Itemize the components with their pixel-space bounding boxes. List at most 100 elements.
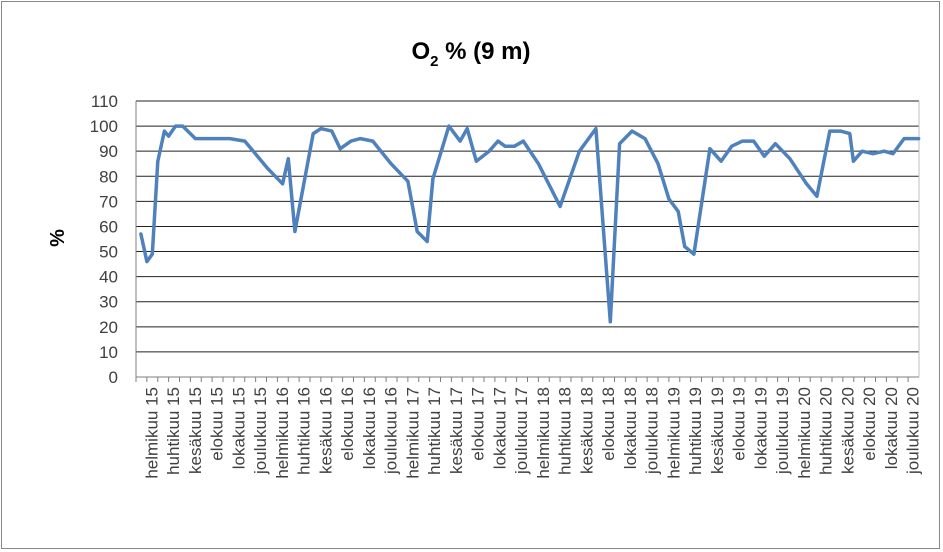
x-tick-label: elokuu 15 bbox=[208, 387, 227, 461]
data-point bbox=[371, 139, 375, 143]
x-tick-label: kesäkuu 16 bbox=[316, 387, 335, 474]
data-point bbox=[667, 197, 671, 201]
data-point bbox=[891, 152, 895, 156]
x-tick-label: helmikuu 20 bbox=[795, 387, 814, 479]
y-tick-label: 20 bbox=[99, 318, 118, 337]
x-tick-label: kesäkuu 19 bbox=[708, 387, 727, 474]
x-tick-label: huhtikuu 17 bbox=[425, 387, 444, 475]
gridlines bbox=[135, 100, 920, 378]
x-tick-label: lokakuu 16 bbox=[360, 387, 379, 469]
data-point bbox=[338, 147, 342, 151]
data-point bbox=[828, 129, 832, 133]
data-point bbox=[805, 182, 808, 186]
data-point bbox=[162, 129, 166, 133]
data-point bbox=[243, 139, 247, 143]
data-point bbox=[676, 209, 680, 213]
data-point bbox=[871, 152, 875, 156]
x-tick-label: elokuu 17 bbox=[469, 387, 488, 461]
data-point bbox=[415, 230, 419, 233]
data-point bbox=[465, 127, 469, 131]
data-point bbox=[788, 157, 792, 161]
data-point bbox=[558, 204, 562, 208]
data-point bbox=[389, 162, 393, 166]
data-point bbox=[286, 157, 290, 161]
data-point bbox=[719, 159, 723, 163]
data-point bbox=[358, 137, 362, 141]
data-point bbox=[139, 232, 143, 236]
data-point bbox=[917, 137, 921, 141]
title-prefix: O bbox=[411, 38, 430, 65]
y-tick-label: 10 bbox=[99, 343, 118, 362]
x-tick-label: kesäkuu 20 bbox=[838, 387, 857, 474]
y-tick-label: 0 bbox=[109, 368, 118, 387]
x-tick-label: lokakuu 17 bbox=[490, 387, 509, 469]
data-point bbox=[487, 149, 491, 153]
data-point bbox=[349, 139, 353, 143]
data-point bbox=[213, 137, 217, 141]
y-tick-label: 40 bbox=[99, 268, 118, 287]
y-tick-label: 110 bbox=[91, 92, 118, 111]
x-tick-label: joulukuu 17 bbox=[512, 387, 531, 475]
data-point bbox=[860, 149, 864, 153]
series-line bbox=[139, 124, 921, 324]
x-tick-label: helmikuu 17 bbox=[403, 387, 422, 479]
data-point bbox=[762, 154, 766, 158]
data-point bbox=[773, 142, 777, 146]
data-point bbox=[752, 139, 756, 143]
y-tick-label: 80 bbox=[99, 167, 118, 186]
data-point bbox=[708, 147, 712, 151]
data-point bbox=[630, 129, 634, 133]
data-point bbox=[431, 177, 435, 181]
data-point bbox=[319, 127, 323, 131]
x-tick-label: joulukuu 15 bbox=[251, 387, 270, 475]
x-tick-label: lokakuu 15 bbox=[229, 387, 248, 469]
data-point bbox=[692, 252, 696, 256]
x-tick-label: joulukuu 19 bbox=[773, 387, 792, 475]
x-tick-label: elokuu 20 bbox=[860, 387, 879, 461]
y-axis-ticks: 0 10 20 30 40 50 60 70 80 90 100 110 bbox=[90, 92, 118, 387]
y-tick-label: 60 bbox=[99, 217, 118, 236]
title-subscript: 2 bbox=[430, 53, 438, 70]
y-tick-label: 70 bbox=[99, 192, 118, 211]
data-point bbox=[513, 144, 516, 148]
data-point bbox=[848, 132, 852, 136]
x-tick-label: huhtikuu 19 bbox=[686, 387, 705, 475]
x-tick-label: lokakuu 19 bbox=[751, 387, 770, 469]
data-point bbox=[594, 127, 598, 131]
y-tick-label: 100 bbox=[90, 117, 118, 136]
x-tick-label: helmikuu 19 bbox=[664, 387, 683, 479]
data-point bbox=[181, 124, 185, 128]
data-point bbox=[145, 260, 149, 264]
x-tick-label: joulukuu 16 bbox=[382, 387, 401, 475]
y-tick-label: 30 bbox=[99, 293, 118, 312]
data-point bbox=[167, 134, 171, 138]
x-tick-label: kesäkuu 18 bbox=[577, 387, 596, 474]
data-point bbox=[174, 124, 177, 128]
x-tick-label: helmikuu 16 bbox=[273, 387, 292, 479]
data-point bbox=[536, 162, 540, 166]
x-tick-label: helmikuu 15 bbox=[142, 387, 161, 479]
data-point bbox=[577, 149, 581, 153]
chart-title: O2 % (9 m) bbox=[411, 38, 530, 70]
data-point bbox=[156, 159, 160, 163]
y-tick-label: 90 bbox=[99, 142, 118, 161]
x-tick-label: kesäkuu 17 bbox=[447, 387, 466, 474]
x-tick-label: lokakuu 18 bbox=[621, 387, 640, 469]
data-point bbox=[458, 139, 462, 143]
data-point bbox=[902, 137, 906, 141]
title-rest: % (9 m) bbox=[439, 38, 531, 65]
data-point bbox=[193, 137, 197, 141]
data-point bbox=[281, 182, 285, 186]
x-tick-label: lokakuu 20 bbox=[882, 387, 901, 469]
data-point bbox=[521, 139, 525, 143]
x-tick-label: huhtikuu 16 bbox=[295, 387, 314, 475]
data-point bbox=[496, 139, 500, 143]
data-point bbox=[882, 149, 886, 153]
data-point bbox=[447, 124, 451, 128]
x-axis-ticks: helmikuu 15 huhtikuu 15 kesäkuu 15 elokuu 1… bbox=[135, 377, 923, 479]
data-point bbox=[330, 129, 334, 133]
data-point bbox=[656, 162, 660, 166]
x-tick-label: elokuu 16 bbox=[338, 387, 357, 461]
data-point bbox=[643, 137, 647, 141]
